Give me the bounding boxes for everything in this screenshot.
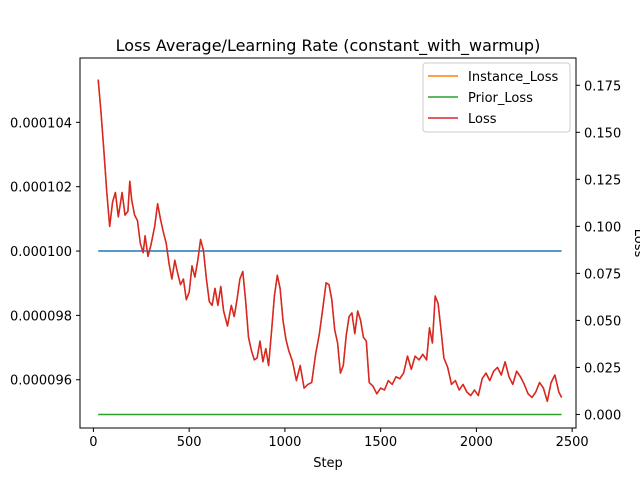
y-right-tick-label: 0.100 bbox=[584, 220, 621, 235]
y-right-tick-label: 0.000 bbox=[584, 408, 621, 423]
y-axis-right: 0.000 0.025 0.050 0.075 0.100 0.125 0.150 0.175 bbox=[576, 79, 621, 423]
x-axis-label: Step bbox=[313, 456, 343, 471]
x-tick-label: 500 bbox=[177, 435, 202, 450]
x-tick-label: 0 bbox=[89, 435, 97, 450]
y-left-tick-label: 0.000104 bbox=[10, 116, 72, 131]
legend-label: Prior_Loss bbox=[468, 91, 533, 106]
plot-frame bbox=[79, 57, 577, 429]
plot-area bbox=[97, 79, 563, 416]
y-left-tick-label: 0.000098 bbox=[10, 309, 72, 324]
legend-label: Loss bbox=[468, 112, 497, 127]
x-axis: 0 500 1000 1500 2000 2500 bbox=[89, 428, 589, 450]
legend-label: Instance_Loss bbox=[468, 70, 559, 85]
legend-box bbox=[422, 62, 571, 133]
chart-title: Loss Average/Learning Rate (constant_wit… bbox=[116, 36, 541, 56]
x-tick-label: 2000 bbox=[460, 435, 493, 450]
y-right-tick-label: 0.125 bbox=[584, 173, 621, 188]
legend: Instance_Loss Prior_Loss Loss bbox=[422, 62, 571, 133]
y-left-tick-label: 0.000100 bbox=[10, 245, 72, 260]
y-left-tick-label: 0.000096 bbox=[10, 374, 72, 389]
y-right-tick-label: 0.175 bbox=[584, 79, 621, 94]
y-axis-left: 0.000096 0.000098 0.000100 0.000102 0.000104 bbox=[10, 116, 80, 389]
y-right-tick-label: 0.050 bbox=[584, 314, 621, 329]
x-tick-label: 1000 bbox=[268, 435, 301, 450]
y-right-tick-label: 0.025 bbox=[584, 361, 621, 376]
series-line-loss bbox=[97, 79, 563, 403]
y-left-tick-label: 0.000102 bbox=[10, 181, 72, 196]
y-axis-right-label: Loss bbox=[631, 229, 640, 258]
y-right-tick-label: 0.150 bbox=[584, 126, 621, 141]
x-tick-label: 2500 bbox=[556, 435, 589, 450]
y-right-tick-label: 0.075 bbox=[584, 267, 621, 282]
x-tick-label: 1500 bbox=[364, 435, 397, 450]
